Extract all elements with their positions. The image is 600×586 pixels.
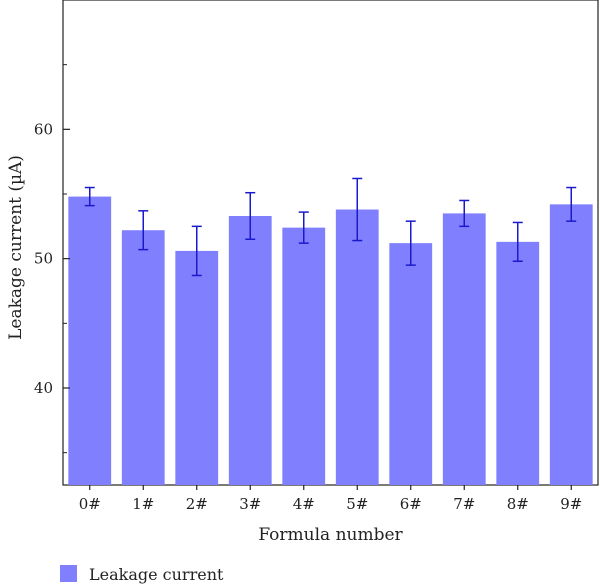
bar	[335, 209, 379, 485]
x-tick-label: 0#	[79, 495, 101, 513]
error-bars-group	[84, 177, 577, 277]
x-tick-label: 3#	[239, 495, 261, 513]
bar	[68, 196, 112, 485]
bar	[442, 213, 486, 485]
error-bar	[245, 191, 256, 241]
y-tick-label: 40	[34, 379, 53, 397]
y-axis-ticks: 40 50 60	[34, 64, 70, 454]
bar	[282, 227, 326, 486]
x-axis-title: Formula number	[258, 525, 403, 545]
bar	[389, 243, 433, 485]
error-bar	[566, 186, 577, 222]
bar	[228, 215, 272, 485]
x-tick-label: 7#	[453, 495, 475, 513]
x-tick-label: 4#	[293, 495, 315, 513]
error-bar	[84, 186, 95, 207]
error-bar	[191, 225, 202, 277]
legend: Leakage current	[60, 565, 224, 584]
legend-swatch	[60, 565, 77, 582]
error-bar	[459, 199, 470, 228]
x-tick-label: 6#	[400, 495, 422, 513]
x-tick-label: 9#	[560, 495, 582, 513]
bars-group	[68, 196, 593, 486]
x-tick-label: 2#	[186, 495, 208, 513]
error-bar	[352, 177, 363, 242]
bar	[549, 204, 593, 485]
x-tick-label: 5#	[346, 495, 368, 513]
bar	[496, 241, 540, 485]
error-bar	[298, 211, 309, 244]
y-tick-label: 50	[34, 250, 53, 268]
error-bar	[512, 221, 523, 263]
bar	[175, 250, 219, 485]
bar	[121, 230, 165, 485]
plot-area	[62, 0, 599, 486]
x-axis-ticks: 0# 1# 2# 3# 4# 5# 6# 7# 8# 9#	[79, 485, 582, 513]
plot-frame	[62, 0, 599, 486]
error-bar	[138, 210, 149, 251]
x-tick-label: 8#	[507, 495, 529, 513]
x-tick-label: 1#	[132, 495, 154, 513]
y-axis-title: Leakage current (µA)	[6, 155, 26, 340]
legend-label: Leakage current	[89, 565, 224, 584]
y-tick-label: 60	[34, 120, 53, 138]
error-bar	[405, 220, 416, 266]
